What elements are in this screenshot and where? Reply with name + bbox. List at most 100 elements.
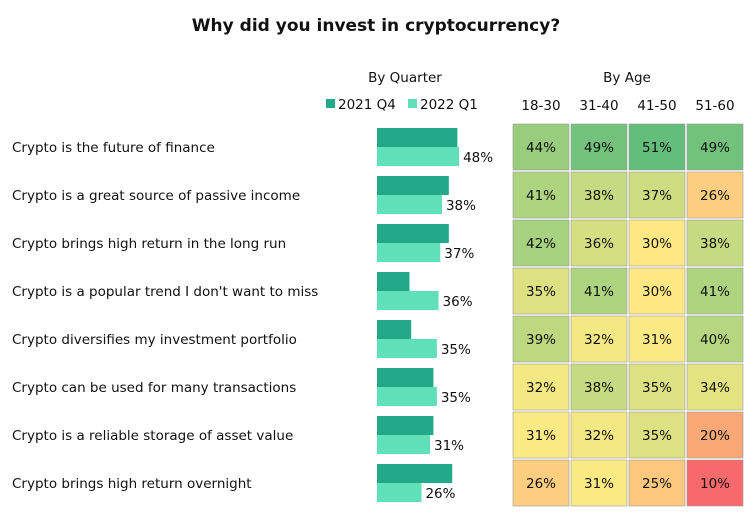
cell-label: 38%: [584, 380, 614, 396]
bar: [377, 147, 460, 166]
cell-label: 49%: [700, 140, 730, 156]
value-label: 36%: [443, 294, 473, 310]
heat-cell: [628, 459, 686, 507]
cell-label: 35%: [642, 428, 672, 444]
cell-label: 39%: [526, 332, 556, 348]
cell-label: 25%: [642, 476, 672, 492]
heat-cell: [686, 267, 744, 315]
bar: [377, 176, 449, 195]
heat-cell: [570, 219, 628, 267]
column-label: 31-40: [579, 98, 618, 114]
heat-cell: [686, 123, 744, 171]
cell-label: 10%: [700, 476, 730, 492]
cell-label: 35%: [526, 284, 556, 300]
bar: [377, 224, 449, 243]
cell-label: 20%: [700, 428, 730, 444]
heat-cell: [570, 267, 628, 315]
bar: [377, 272, 410, 291]
cell-label: 31%: [584, 476, 614, 492]
cell-label: 34%: [700, 380, 730, 396]
cell-label: 41%: [584, 284, 614, 300]
heat-cell: [628, 267, 686, 315]
heatmap-title: By Age: [603, 70, 651, 86]
row-label: Crypto brings high return in the long ru…: [12, 236, 286, 252]
row-label: Crypto is a reliable storage of asset va…: [12, 428, 293, 444]
heat-cell: [570, 411, 628, 459]
row-label: Crypto can be used for many transactions: [12, 380, 296, 396]
heat-cell: [512, 315, 570, 363]
value-label: 31%: [434, 438, 464, 454]
bar: [377, 464, 453, 483]
cell-label: 49%: [584, 140, 614, 156]
legend-swatch: [326, 99, 335, 108]
cell-label: 37%: [642, 188, 672, 204]
value-label: 37%: [444, 246, 474, 262]
bar: [377, 128, 458, 147]
bar: [377, 368, 434, 387]
heat-cell: [628, 123, 686, 171]
heat-cell: [512, 459, 570, 507]
cell-label: 41%: [700, 284, 730, 300]
heat-cell: [686, 171, 744, 219]
bar-title: By Quarter: [368, 70, 442, 86]
cell-label: 30%: [642, 236, 672, 252]
heat-cell: [512, 363, 570, 411]
value-label: 38%: [446, 198, 476, 214]
heat-cell: [628, 315, 686, 363]
cell-label: 42%: [526, 236, 556, 252]
row-label: Crypto is a popular trend I don't want t…: [12, 284, 318, 300]
heat-cell: [570, 315, 628, 363]
bar: [377, 291, 439, 310]
bar: [377, 339, 437, 358]
heat-cell: [512, 219, 570, 267]
bar: [377, 483, 422, 502]
heat-cell: [570, 459, 628, 507]
heat-cell: [512, 411, 570, 459]
heat-cell: [686, 219, 744, 267]
cell-label: 38%: [700, 236, 730, 252]
heat-cell: [628, 411, 686, 459]
value-label: 35%: [441, 342, 471, 358]
cell-label: 26%: [526, 476, 556, 492]
column-label: 51-60: [695, 98, 734, 114]
cell-label: 32%: [584, 332, 614, 348]
row-label: Crypto is the future of finance: [12, 140, 215, 156]
legend-label: 2021 Q4: [338, 97, 396, 113]
bar: [377, 387, 437, 406]
bar: [377, 195, 442, 214]
column-label: 18-30: [521, 98, 560, 114]
heat-cell: [570, 171, 628, 219]
cell-label: 31%: [526, 428, 556, 444]
cell-label: 32%: [526, 380, 556, 396]
heat-cell: [570, 123, 628, 171]
value-label: 48%: [463, 150, 493, 166]
cell-label: 26%: [700, 188, 730, 204]
cell-label: 41%: [526, 188, 556, 204]
cell-label: 30%: [642, 284, 672, 300]
bar: [377, 435, 431, 454]
legend-label: 2022 Q1: [420, 97, 478, 113]
legend-swatch: [408, 99, 417, 108]
cell-label: 40%: [700, 332, 730, 348]
cell-label: 51%: [642, 140, 672, 156]
cell-label: 38%: [584, 188, 614, 204]
heat-cell: [628, 171, 686, 219]
column-label: 41-50: [637, 98, 676, 114]
heat-cell: [570, 363, 628, 411]
row-label: Crypto is a great source of passive inco…: [12, 188, 300, 204]
row-label: Crypto diversifies my investment portfol…: [12, 332, 297, 348]
cell-label: 44%: [526, 140, 556, 156]
heat-cell: [512, 171, 570, 219]
value-label: 26%: [425, 486, 455, 502]
chart-title: Why did you invest in cryptocurrency?: [192, 16, 560, 36]
cell-label: 31%: [642, 332, 672, 348]
heat-cell: [628, 219, 686, 267]
value-label: 35%: [441, 390, 471, 406]
heat-cell: [512, 123, 570, 171]
bar: [377, 416, 434, 435]
heat-cell: [628, 363, 686, 411]
heat-cell: [686, 459, 744, 507]
bar: [377, 320, 412, 339]
cell-label: 32%: [584, 428, 614, 444]
